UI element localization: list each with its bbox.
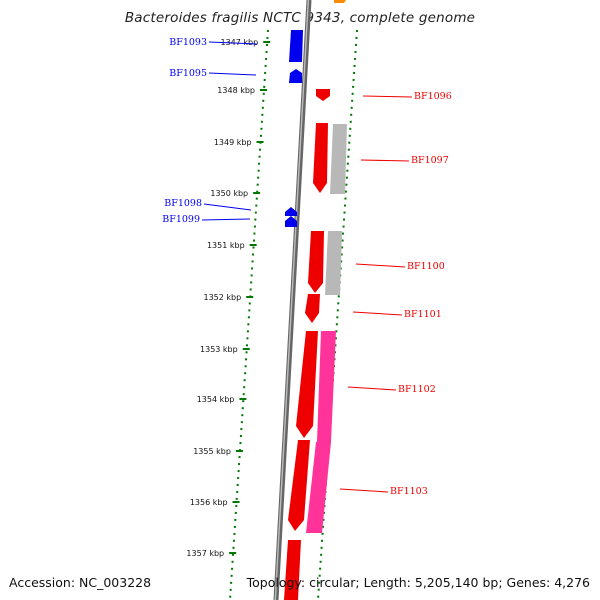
gene-leader-line — [339, 488, 389, 493]
tick-label: 1354 kbp — [197, 395, 235, 404]
topology-label: Topology: circular; Length: 5,205,140 bp… — [246, 575, 590, 590]
tick-label: 1351 kbp — [207, 241, 245, 250]
gene-labels: BF1093 BF1095 BF1096 BF1097 BF1098 BF1099 BF11… — [162, 37, 452, 497]
gene-bf1093-feature[interactable] — [289, 30, 303, 62]
gene-bf1095-feature[interactable] — [289, 69, 302, 83]
accession-label: Accession: NC_003228 — [9, 575, 152, 590]
tick-label: 1355 kbp — [193, 447, 231, 456]
gene-leader-line — [360, 159, 410, 162]
gene-bf1103-pink-region[interactable] — [306, 442, 331, 533]
gene-label-bf1095[interactable]: BF1095 — [169, 68, 207, 79]
gene-bf1102-feature[interactable] — [296, 331, 318, 438]
tick-label: 1348 kbp — [217, 86, 255, 95]
gene-leader-line — [362, 95, 413, 98]
orange-feature — [334, 0, 346, 3]
pseudogene-bf1097-region[interactable] — [330, 124, 347, 194]
gene-leader-line — [208, 41, 258, 45]
gene-label-bf1100[interactable]: BF1100 — [407, 261, 445, 272]
gene-next-feature[interactable] — [284, 540, 301, 600]
gene-bf1096-feature[interactable] — [316, 89, 330, 101]
right-ruler-line — [317, 29, 358, 600]
gene-label-bf1103[interactable]: BF1103 — [390, 486, 428, 497]
gene-label-bf1098[interactable]: BF1098 — [164, 198, 202, 209]
tick-label: 1353 kbp — [200, 345, 238, 354]
tick-label: 1356 kbp — [190, 498, 228, 507]
gene-leader-line — [201, 218, 251, 221]
gene-leader-line — [352, 311, 403, 316]
gene-leader-line — [355, 263, 406, 268]
gene-bf1097-feature[interactable] — [313, 123, 328, 193]
tick-label: 1350 kbp — [210, 189, 248, 198]
tick-label: 1347 kbp — [220, 38, 258, 47]
left-ruler-line — [229, 29, 269, 600]
gene-leader-line — [208, 72, 257, 76]
gene-label-bf1096[interactable]: BF1096 — [414, 91, 452, 102]
map-title: Bacteroides fragilis NCTC 9343, complete… — [124, 10, 476, 26]
pseudogene-bf1100-region[interactable] — [325, 231, 342, 295]
tick-label: 1357 kbp — [186, 549, 224, 558]
gene-bf1098-feature[interactable] — [285, 207, 297, 216]
gene-bf1103-feature[interactable] — [288, 440, 310, 531]
gene-leader-line — [203, 203, 252, 211]
gene-leader-line — [347, 386, 397, 391]
gene-label-bf1101[interactable]: BF1101 — [404, 309, 442, 320]
gene-bf1100-feature[interactable] — [308, 231, 324, 293]
tick-label: 1352 kbp — [203, 293, 241, 302]
gene-label-bf1093[interactable]: BF1093 — [169, 37, 207, 48]
gene-bf1101-feature[interactable] — [305, 294, 320, 323]
gene-label-bf1099[interactable]: BF1099 — [162, 214, 200, 225]
tick-label: 1349 kbp — [214, 138, 252, 147]
ruler-ticks: 1347 kbp 1348 kbp 1349 kbp 1350 kbp 1351 kbp… — [186, 38, 271, 558]
gene-bf1102-pink-region[interactable] — [317, 331, 336, 442]
genome-backbone-highlight — [274, 0, 309, 600]
gene-label-bf1102[interactable]: BF1102 — [398, 384, 436, 395]
gene-label-bf1097[interactable]: BF1097 — [411, 155, 449, 166]
gene-bf1099-feature[interactable] — [285, 216, 297, 227]
